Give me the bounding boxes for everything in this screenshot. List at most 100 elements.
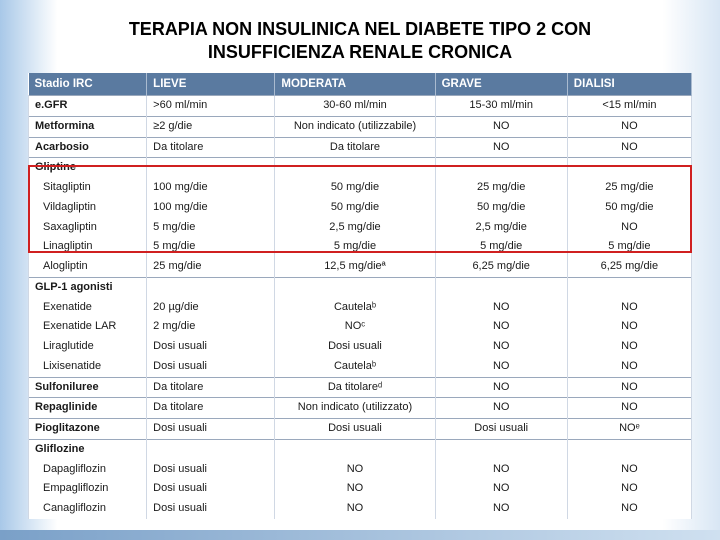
cell: Dosi usuali bbox=[147, 479, 275, 499]
row-label: Canagliflozin bbox=[29, 499, 147, 519]
cell: NO bbox=[567, 137, 691, 158]
table-row: CanagliflozinDosi usualiNONONO bbox=[29, 499, 692, 519]
col-header-mild: LIEVE bbox=[147, 73, 275, 96]
cell: Dosi usuali bbox=[147, 337, 275, 357]
cell: Da titolareᵈ bbox=[275, 377, 435, 398]
row-label: Alogliptin bbox=[29, 257, 147, 277]
cell: NO bbox=[435, 377, 567, 398]
cell: Non indicato (utilizzabile) bbox=[275, 116, 435, 137]
table-row: Sitagliptin100 mg/die50 mg/die25 mg/die2… bbox=[29, 178, 692, 198]
cell bbox=[275, 277, 435, 297]
cell: 100 mg/die bbox=[147, 178, 275, 198]
cell bbox=[567, 277, 691, 297]
table-row: Linagliptin5 mg/die5 mg/die5 mg/die5 mg/… bbox=[29, 237, 692, 257]
cell: 25 mg/die bbox=[435, 178, 567, 198]
cell: 6,25 mg/die bbox=[567, 257, 691, 277]
cell: Dosi usuali bbox=[147, 499, 275, 519]
cell: Dosi usuali bbox=[275, 337, 435, 357]
row-label: Sitagliptin bbox=[29, 178, 147, 198]
table-row: Saxagliptin5 mg/die2,5 mg/die2,5 mg/dieN… bbox=[29, 218, 692, 238]
cell: <15 ml/min bbox=[567, 96, 691, 117]
cell: >60 ml/min bbox=[147, 96, 275, 117]
row-label: Dapagliflozin bbox=[29, 460, 147, 480]
cell: NO bbox=[275, 460, 435, 480]
cell: NO bbox=[567, 298, 691, 318]
cell bbox=[147, 158, 275, 178]
col-header-severe: GRAVE bbox=[435, 73, 567, 96]
cell: Dosi usuali bbox=[435, 419, 567, 440]
cell: 50 mg/die bbox=[567, 198, 691, 218]
cell: NO bbox=[435, 116, 567, 137]
col-header-moderate: MODERATA bbox=[275, 73, 435, 96]
cell: NO bbox=[567, 398, 691, 419]
row-label: Sulfoniluree bbox=[29, 377, 147, 398]
cell: NO bbox=[435, 357, 567, 377]
cell bbox=[435, 277, 567, 297]
cell: 5 mg/die bbox=[435, 237, 567, 257]
table-row: GLP-1 agonisti bbox=[29, 277, 692, 297]
row-label: Repaglinide bbox=[29, 398, 147, 419]
cell: Da titolare bbox=[147, 377, 275, 398]
cell: 15-30 ml/min bbox=[435, 96, 567, 117]
cell: NO bbox=[567, 479, 691, 499]
cell bbox=[435, 158, 567, 178]
cell: 20 µg/die bbox=[147, 298, 275, 318]
row-label: Pioglitazone bbox=[29, 419, 147, 440]
cell: Dosi usuali bbox=[147, 460, 275, 480]
cell: NO bbox=[435, 460, 567, 480]
col-header-stage: Stadio IRC bbox=[29, 73, 147, 96]
cell: 100 mg/die bbox=[147, 198, 275, 218]
row-label: Gliptine bbox=[29, 158, 147, 178]
table-row: Vildagliptin100 mg/die50 mg/die50 mg/die… bbox=[29, 198, 692, 218]
cell bbox=[567, 158, 691, 178]
cell: ≥2 g/die bbox=[147, 116, 275, 137]
cell: Cautelaᵇ bbox=[275, 357, 435, 377]
cell: 12,5 mg/dieª bbox=[275, 257, 435, 277]
cell: NO bbox=[435, 137, 567, 158]
row-label: Acarbosio bbox=[29, 137, 147, 158]
cell: 5 mg/die bbox=[147, 218, 275, 238]
cell: 6,25 mg/die bbox=[435, 257, 567, 277]
cell: 2 mg/die bbox=[147, 317, 275, 337]
title-line-2: INSUFFICIENZA RENALE CRONICA bbox=[208, 42, 512, 62]
cell: NOᵉ bbox=[567, 419, 691, 440]
cell bbox=[147, 277, 275, 297]
table-row: Gliptine bbox=[29, 158, 692, 178]
row-label: Saxagliptin bbox=[29, 218, 147, 238]
cell: NO bbox=[567, 377, 691, 398]
cell: Da titolare bbox=[275, 137, 435, 158]
cell: 2,5 mg/die bbox=[435, 218, 567, 238]
cell bbox=[275, 439, 435, 459]
table-row: Exenatide20 µg/dieCautelaᵇNONO bbox=[29, 298, 692, 318]
cell: NO bbox=[435, 398, 567, 419]
cell: 50 mg/die bbox=[435, 198, 567, 218]
table-row: DapagliflozinDosi usualiNONONO bbox=[29, 460, 692, 480]
row-label: Exenatide bbox=[29, 298, 147, 318]
row-label: Liraglutide bbox=[29, 337, 147, 357]
cell: 30-60 ml/min bbox=[275, 96, 435, 117]
table-row: LiraglutideDosi usualiDosi usualiNONO bbox=[29, 337, 692, 357]
cell: NO bbox=[435, 479, 567, 499]
cell: NO bbox=[567, 499, 691, 519]
cell: NO bbox=[567, 218, 691, 238]
cell: NO bbox=[567, 357, 691, 377]
cell: 50 mg/die bbox=[275, 178, 435, 198]
cell: NO bbox=[567, 337, 691, 357]
table-body: e.GFR>60 ml/min30-60 ml/min15-30 ml/min<… bbox=[29, 96, 692, 519]
table-row: Alogliptin25 mg/die12,5 mg/dieª6,25 mg/d… bbox=[29, 257, 692, 277]
title-line-1: TERAPIA NON INSULINICA NEL DIABETE TIPO … bbox=[129, 19, 591, 39]
cell bbox=[435, 439, 567, 459]
cell: Dosi usuali bbox=[147, 419, 275, 440]
table-row: Gliflozine bbox=[29, 439, 692, 459]
footer-bar bbox=[0, 530, 720, 540]
row-label: Exenatide LAR bbox=[29, 317, 147, 337]
cell bbox=[275, 158, 435, 178]
cell: NO bbox=[275, 479, 435, 499]
table-row: SulfonilureeDa titolareDa titolareᵈNONO bbox=[29, 377, 692, 398]
cell: NO bbox=[567, 460, 691, 480]
therapy-table: Stadio IRC LIEVE MODERATA GRAVE DIALISI … bbox=[28, 73, 692, 519]
cell: NO bbox=[435, 499, 567, 519]
row-label: Gliflozine bbox=[29, 439, 147, 459]
cell: NO bbox=[275, 499, 435, 519]
cell: Dosi usuali bbox=[275, 419, 435, 440]
